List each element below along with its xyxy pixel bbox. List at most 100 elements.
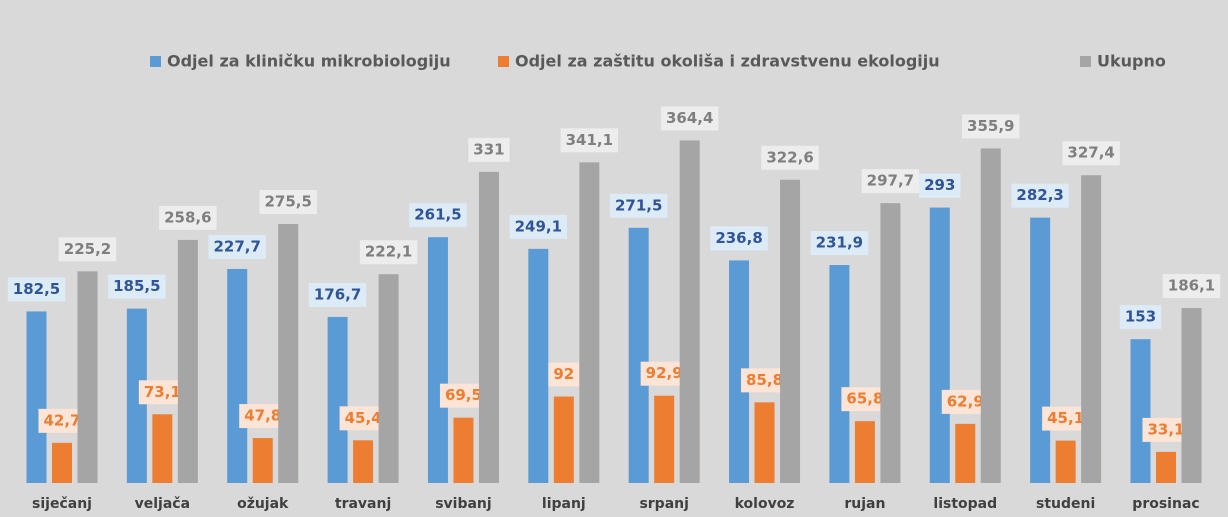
data-label: 85,8 xyxy=(746,371,783,389)
bar xyxy=(1181,308,1202,483)
bar xyxy=(52,442,72,483)
data-label: 355,9 xyxy=(967,117,1014,135)
bar xyxy=(780,179,801,484)
data-label: 222,1 xyxy=(365,243,412,261)
bar xyxy=(528,248,549,483)
data-label: 45,4 xyxy=(345,409,382,427)
data-label-box xyxy=(810,231,869,256)
x-tick-label: lipanj xyxy=(542,496,586,512)
data-label: 42,7 xyxy=(43,411,80,429)
data-label: 249,1 xyxy=(515,217,562,235)
data-label: 225,2 xyxy=(64,240,111,258)
data-label-box xyxy=(359,240,418,265)
x-tick-label: studeni xyxy=(1036,496,1095,512)
bar xyxy=(252,438,273,483)
legend-swatch xyxy=(150,56,161,67)
data-label-box xyxy=(710,226,768,251)
bar xyxy=(152,414,173,483)
data-label-box xyxy=(962,114,1020,139)
bar xyxy=(378,274,399,483)
bar xyxy=(1055,440,1076,483)
bar xyxy=(1156,451,1176,483)
bar xyxy=(754,402,775,483)
bar xyxy=(77,271,98,483)
bar xyxy=(929,207,950,483)
bar xyxy=(453,417,474,483)
bar xyxy=(1030,217,1051,483)
legend-swatch xyxy=(498,56,509,67)
data-label: 258,6 xyxy=(164,208,211,226)
x-tick-label: svibanj xyxy=(435,496,492,512)
bar xyxy=(177,239,198,483)
data-label: 275,5 xyxy=(265,193,312,211)
bar xyxy=(327,316,348,483)
data-label-box xyxy=(509,214,568,239)
bar xyxy=(880,203,901,484)
legend-label: Ukupno xyxy=(1097,52,1166,71)
x-tick-label: listopad xyxy=(933,496,997,512)
bar xyxy=(553,396,574,483)
data-label-box xyxy=(1062,141,1120,166)
data-label-box xyxy=(7,277,66,302)
legend-label: Odjel za kliničku mikrobiologiju xyxy=(167,52,451,71)
bar xyxy=(26,311,47,483)
data-label: 45,1 xyxy=(1047,409,1084,427)
data-label: 92,9 xyxy=(646,364,683,382)
data-label: 236,8 xyxy=(715,229,762,247)
data-label: 293 xyxy=(924,176,955,194)
x-tick-label: srpanj xyxy=(639,496,688,512)
bar xyxy=(679,140,700,484)
x-tick-label: kolovoz xyxy=(735,496,795,512)
data-label: 227,7 xyxy=(214,237,261,255)
bar xyxy=(955,423,976,483)
x-tick-label: prosinac xyxy=(1132,496,1199,512)
data-label: 182,5 xyxy=(13,280,60,298)
data-label-box xyxy=(861,169,920,194)
data-label: 271,5 xyxy=(615,196,662,214)
data-label: 186,1 xyxy=(1168,277,1215,295)
data-label-box xyxy=(560,128,619,153)
data-label: 282,3 xyxy=(1016,186,1063,204)
data-label: 341,1 xyxy=(566,131,613,149)
bar xyxy=(628,227,649,483)
data-label: 297,7 xyxy=(867,172,914,190)
data-label: 231,9 xyxy=(816,234,863,252)
legend-label: Odjel za zaštitu okoliša i zdravstvenu e… xyxy=(515,52,940,71)
bar xyxy=(729,260,750,483)
data-label: 331 xyxy=(473,140,504,158)
bar xyxy=(278,224,299,483)
data-label-box xyxy=(919,173,961,198)
bar xyxy=(1130,339,1151,483)
x-tick-label: ožujak xyxy=(237,496,289,512)
data-label-box xyxy=(208,234,266,259)
data-label: 73,1 xyxy=(144,383,181,401)
bar xyxy=(227,268,248,483)
data-label: 327,4 xyxy=(1067,144,1114,162)
data-label: 33,1 xyxy=(1147,420,1184,438)
data-label: 65,8 xyxy=(846,390,883,408)
bar xyxy=(829,265,850,483)
bar xyxy=(654,395,675,483)
data-label: 92 xyxy=(553,365,574,383)
bar xyxy=(427,237,448,483)
data-label: 364,4 xyxy=(666,109,713,127)
bar xyxy=(478,171,499,484)
bar xyxy=(126,308,147,483)
data-label: 185,5 xyxy=(113,277,160,295)
data-label-box xyxy=(108,274,166,299)
data-label-box xyxy=(308,282,367,307)
data-label: 62,9 xyxy=(947,392,984,410)
data-label-box xyxy=(58,237,117,262)
x-tick-label: travanj xyxy=(335,496,391,512)
x-tick-label: veljača xyxy=(135,496,190,512)
data-label: 47,8 xyxy=(244,407,281,425)
data-label: 176,7 xyxy=(314,285,361,303)
data-label: 261,5 xyxy=(414,206,461,224)
data-label-box xyxy=(1162,274,1221,299)
data-label-box xyxy=(548,362,580,387)
data-label-box xyxy=(1011,183,1069,208)
bar xyxy=(1081,175,1102,483)
data-label-box xyxy=(609,193,668,218)
bar xyxy=(980,148,1001,484)
